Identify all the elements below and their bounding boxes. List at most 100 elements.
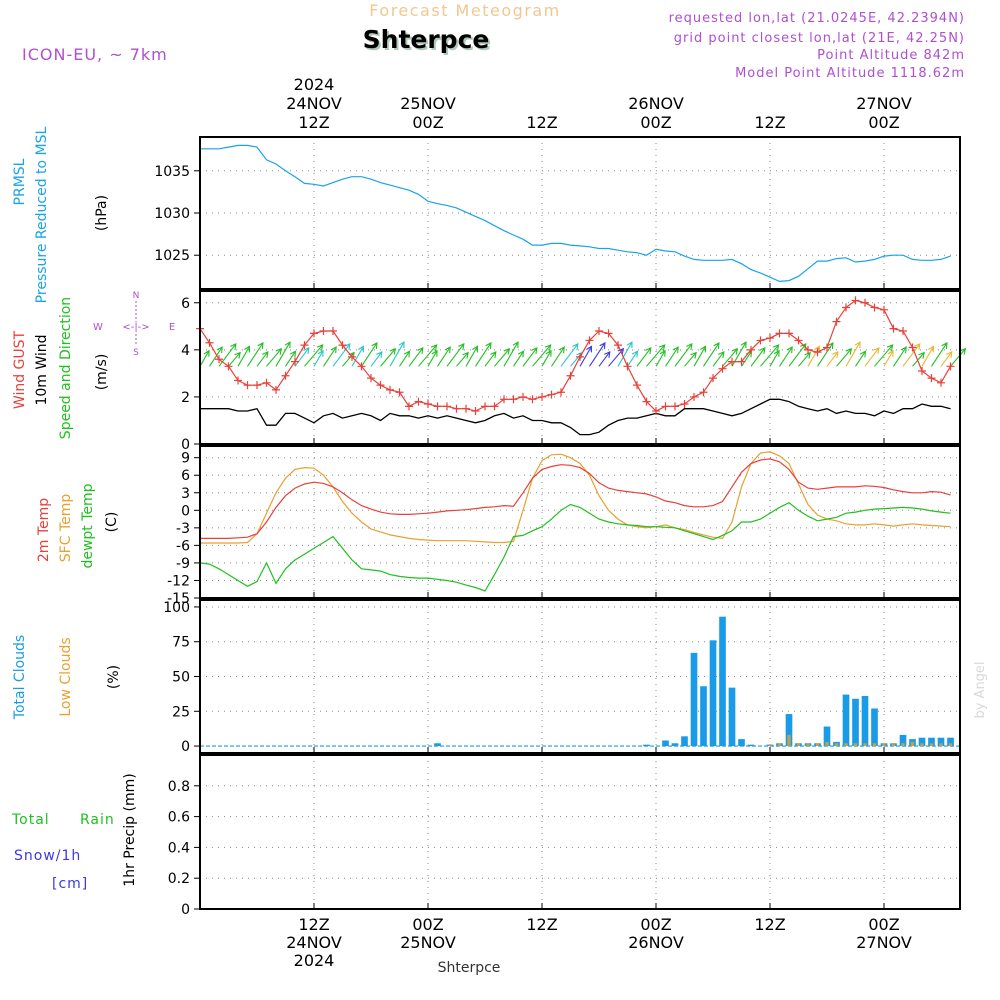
gust-marker (804, 345, 812, 354)
wind-direction-arrowhead (946, 351, 953, 358)
ytick-label-clouds: 100 (163, 600, 190, 616)
wind-direction-arrowhead (330, 346, 337, 354)
wind-direction-arrow (446, 343, 465, 367)
wind-direction-arrow (836, 348, 852, 367)
wind-direction-arrow (826, 351, 839, 367)
wind-direction-arrow (817, 342, 834, 367)
total-cloud-bar (671, 743, 679, 747)
snow-unit: [cm] (52, 876, 88, 892)
pressure-labels: PRMSL Pressure Reduced to MSL (hPa) (12, 126, 110, 303)
wind-direction-arrowhead (631, 350, 639, 358)
time-label-top: 25NOV (400, 94, 456, 113)
wind-direction-arrow (228, 352, 241, 367)
wind-direction-arrowhead (444, 346, 451, 354)
total-cloud-bar (899, 734, 907, 747)
wind-direction-arrowhead (827, 342, 834, 349)
time-label-top: 27NOV (856, 94, 912, 113)
wind-direction-arrow (389, 341, 405, 367)
wind-direction-arrow (655, 350, 666, 367)
gust-marker (538, 392, 546, 401)
total-cloud-bar (728, 687, 736, 747)
wind-direction-arrowhead (472, 345, 479, 353)
gust-marker (281, 371, 290, 380)
gust-marker (747, 345, 755, 354)
wind-direction-arrow (845, 341, 861, 367)
wind-direction-arrowhead (626, 341, 633, 349)
low-cloud-bar (910, 741, 915, 747)
wind-direction-arrowhead (900, 346, 907, 354)
snow-label: Snow/1h (14, 848, 81, 864)
ytick-label-precipitation: 0.6 (168, 810, 190, 826)
wind-direction-arrow (950, 348, 966, 367)
gust-marker (243, 381, 252, 390)
wind-direction-arrow (294, 347, 310, 367)
wind-direction-arrow (893, 346, 907, 367)
wind-labels: Wind GUST 10m Wind Speed and Direction (… (12, 291, 175, 439)
compass-s: S (133, 348, 139, 358)
wind-direction-arrow (627, 350, 638, 367)
wind-direction-arrow (712, 351, 725, 367)
wind-direction-arrow (646, 344, 666, 367)
wind-direction-arrow (313, 350, 324, 367)
gust-marker (604, 329, 613, 338)
gust-marker (728, 357, 736, 366)
ytick-label-temperature: 9 (181, 451, 190, 467)
low-cloud-bar (825, 741, 829, 747)
wind-direction-arrowhead (275, 347, 283, 355)
time-label-top: 2024 (294, 75, 335, 94)
time-label-bottom: 26NOV (628, 933, 684, 952)
gust-marker (652, 407, 660, 416)
footer-location: Shterpce (438, 960, 501, 976)
dewpt-line (199, 501, 951, 592)
wind-direction-arrowhead (572, 343, 579, 350)
time-label-bottom: 2024 (294, 951, 335, 970)
total-cloud-bar (719, 616, 726, 747)
gust-marker (329, 327, 337, 336)
time-label-top: 00Z (868, 113, 899, 132)
wind-direction-arrowhead (358, 345, 365, 353)
sfc-label: SFC Temp (58, 494, 74, 563)
wind-direction-arrowhead (262, 351, 269, 358)
requested-coords: requested lon,lat (21.0245E, 42.2394N) (669, 11, 965, 26)
location-title-shadow: Shterpce (365, 27, 492, 56)
wind-direction-arrow (589, 342, 606, 367)
gust-marker (500, 395, 508, 404)
title-top: Forecast Meteogram (369, 1, 560, 20)
gust-marker (823, 343, 831, 352)
gust-marker (614, 341, 622, 350)
temp-labels: 2m Temp SFC Temp dewpt Temp (C) (36, 483, 120, 568)
wind-direction-arrow (351, 346, 364, 367)
gust-marker (851, 296, 860, 305)
time-label-bottom: 25NOV (400, 933, 456, 952)
wind-direction-arrow (779, 346, 793, 367)
wind-direction-arrowhead (700, 345, 707, 353)
gust-marker (813, 348, 822, 357)
ytick-label-precipitation: 0.8 (168, 779, 190, 795)
ytick-label-temperature: -12 (167, 573, 190, 589)
wind-direction-arrowhead (887, 349, 894, 357)
wind-direction-arrowhead (832, 351, 839, 358)
wind-direction-arrow (399, 350, 410, 367)
compass-w: W (93, 322, 103, 333)
time-label-top: 12Z (526, 113, 557, 132)
gust-marker (443, 402, 451, 411)
wind-direction-arrowhead (713, 342, 720, 349)
wind-direction-arrow (256, 351, 269, 367)
gust-marker (633, 381, 641, 390)
gust-marker (585, 336, 594, 345)
gust-marker (946, 362, 955, 371)
wind-direction-arrow (560, 343, 579, 367)
gust-marker (452, 404, 461, 413)
wind-direction-arrow (503, 341, 519, 367)
wind-direction-arrow (427, 350, 438, 367)
wind-direction-arrow (750, 347, 766, 367)
total-cloud-bar (690, 652, 698, 747)
gust-marker (376, 381, 385, 390)
gust-marker (253, 381, 261, 390)
time-label-bottom: 27NOV (856, 933, 912, 952)
gust-marker (737, 357, 746, 366)
total-cloud-bar (823, 726, 831, 747)
wind-direction-arrow (693, 346, 706, 367)
gust-marker (519, 392, 527, 401)
